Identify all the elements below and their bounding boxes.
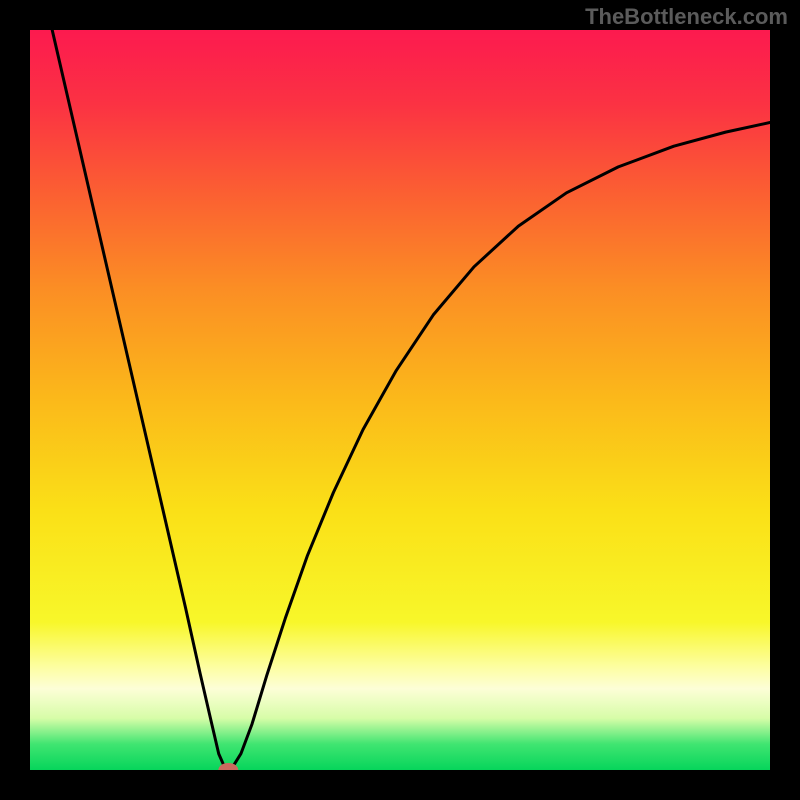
gradient-background [30,30,770,770]
chart-svg [30,30,770,770]
bottleneck-chart [30,30,770,770]
watermark-text: TheBottleneck.com [585,4,788,30]
